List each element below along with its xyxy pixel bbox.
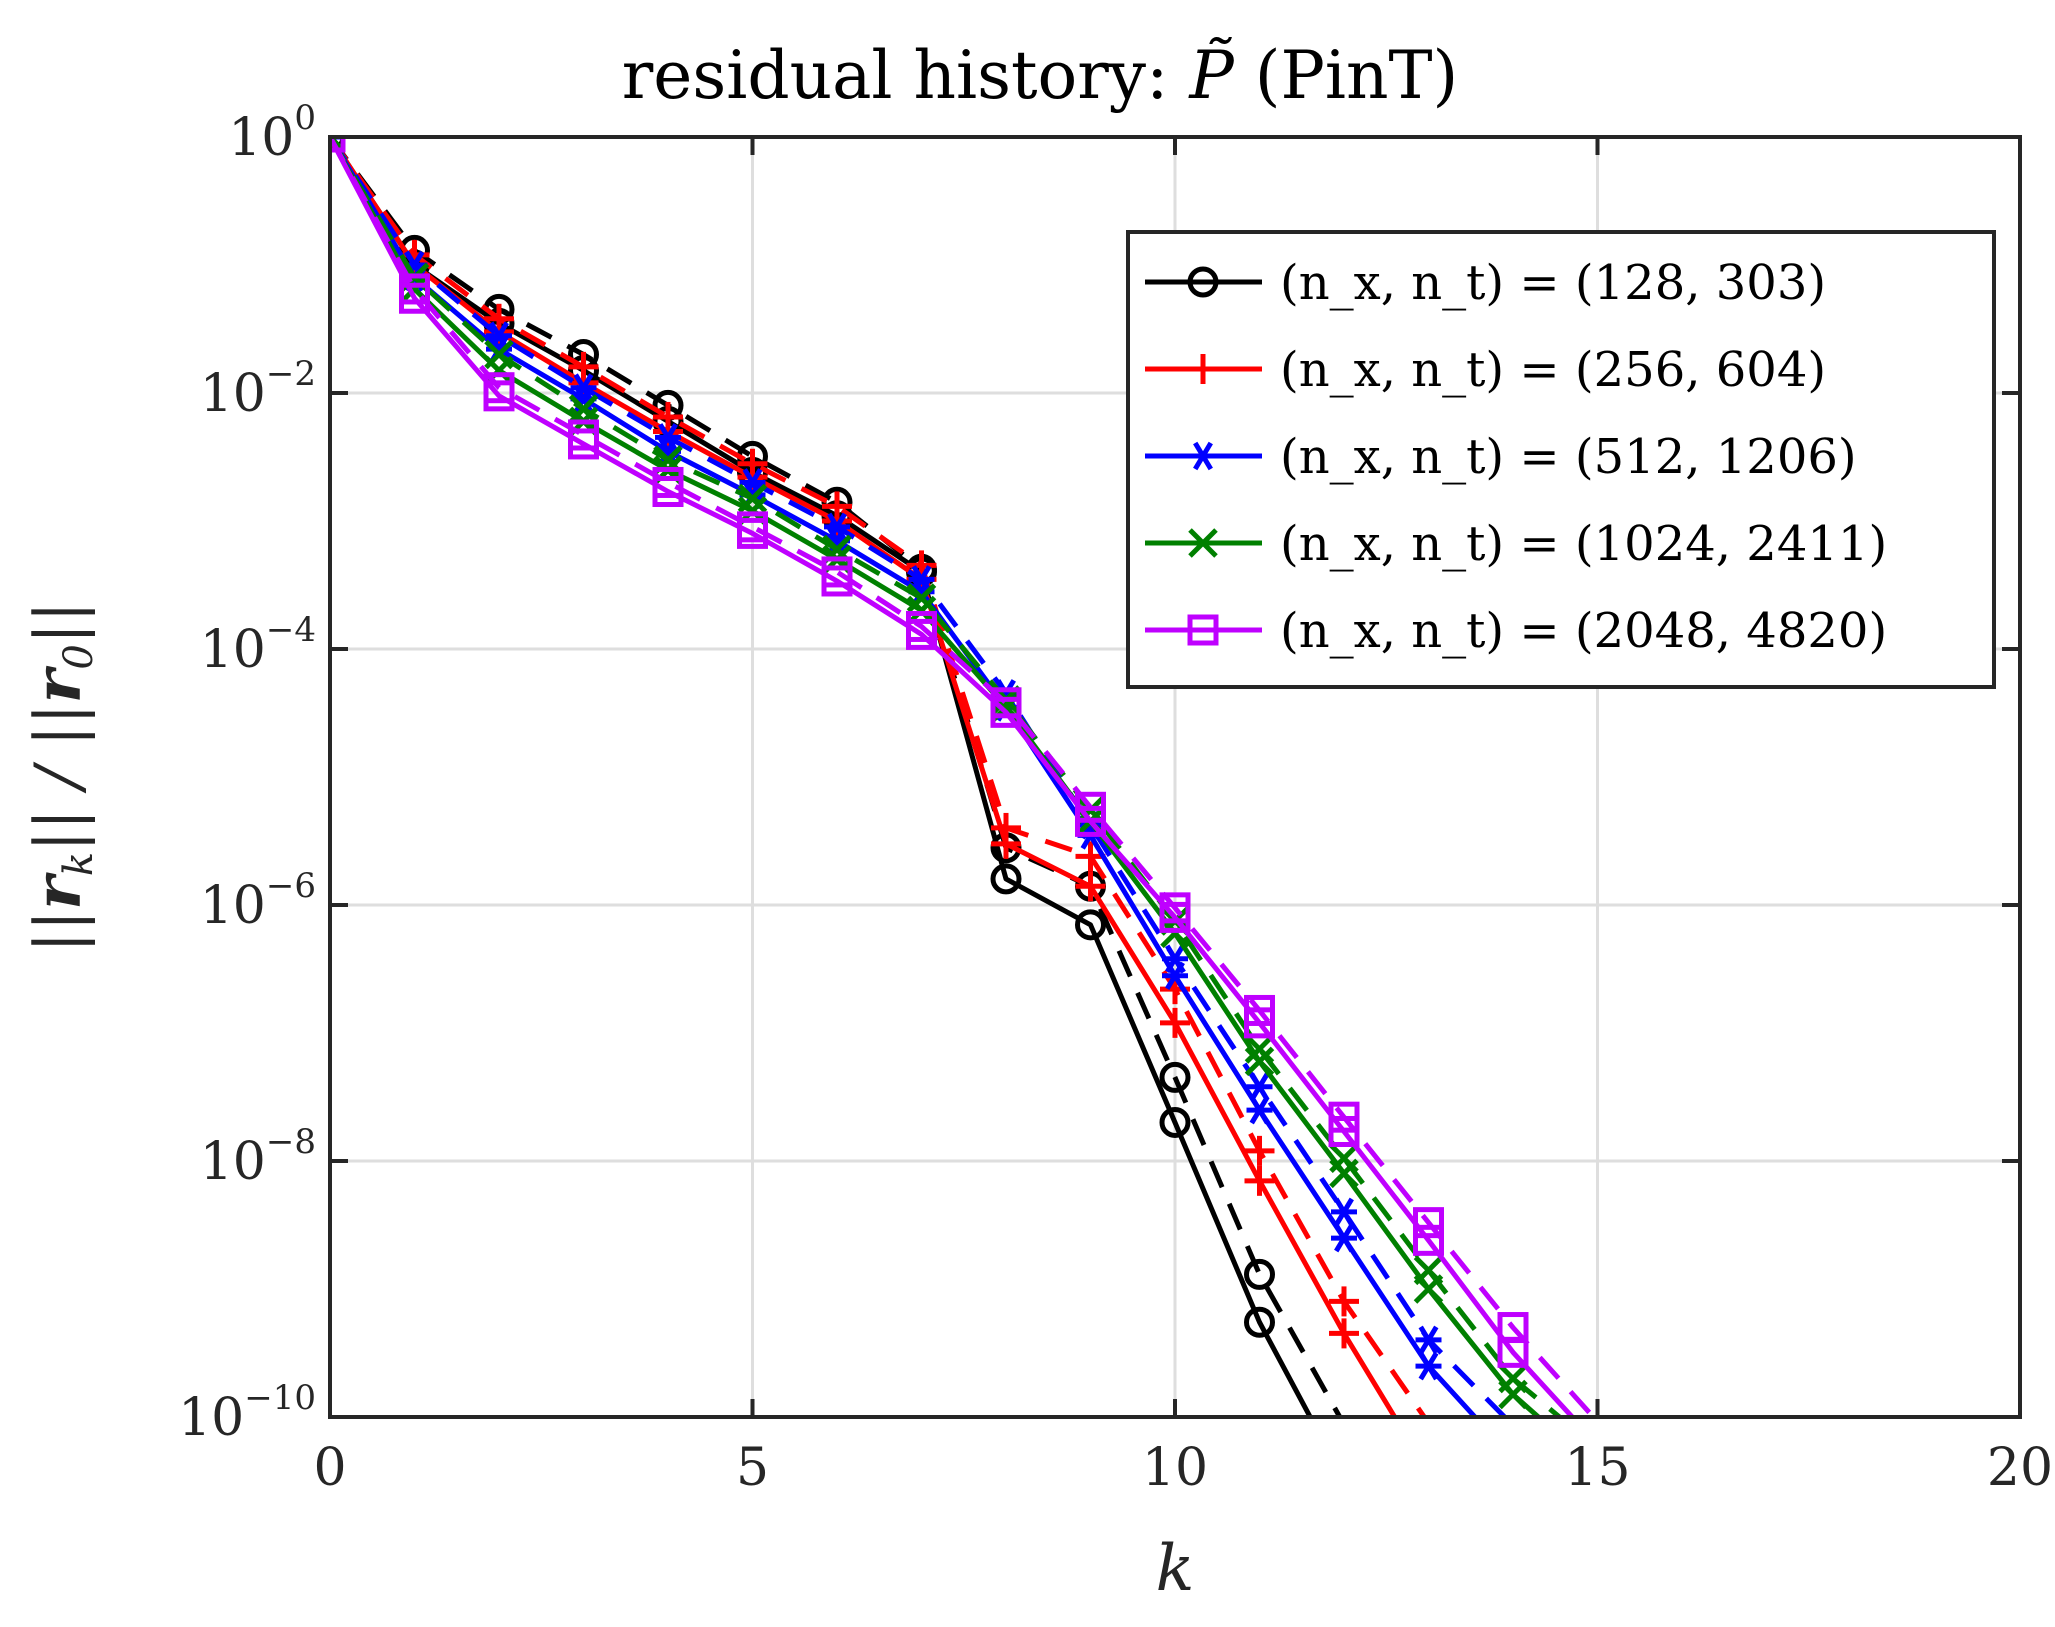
series-2-solid-point [1246,1095,1273,1125]
legend-entry: (n_x, n_t) = (1024, 2411) [1145,516,1887,572]
series-0-dashed-point [1159,1061,1191,1093]
svg-text:||rk|| / ||r0||: ||rk|| / ||r0|| [21,601,102,953]
series-3-solid-point [1244,1046,1275,1077]
y-axis-title: ||rk|| / ||r0|| [21,601,102,953]
series-3-solid-point [1413,1274,1444,1304]
legend-label: (n_x, n_t) = (2048, 4820) [1280,603,1887,659]
series-1-solid-point [1160,1007,1190,1038]
series-0-solid-point [1244,1306,1275,1338]
series-2-dashed-point [1415,1325,1442,1355]
legend: (n_x, n_t) = (128, 303) (n_x, n_t) = (256… [1126,230,1996,689]
y-tick-labels: 100 10−2 10−4 10−6 10−8 10−10 [178,98,316,1448]
series-2-solid-point [1162,961,1188,991]
series-1-solid-line [330,137,1397,1417]
series-2-solid-point [1331,1223,1357,1253]
y-tick-label: 10−8 [200,1122,316,1192]
series-4-solid-point [1244,1007,1275,1039]
legend-label: (n_x, n_t) = (512, 1206) [1280,429,1857,485]
series-1-dashed-point [1244,1135,1275,1166]
series-3-solid-line [330,137,1541,1417]
chart-title: residual history: P̃ (PinT) [622,37,1459,114]
legend-marker [1190,441,1216,471]
series-3-dashed-line [330,137,1562,1417]
series-4-solid-point [737,517,768,549]
series-4 [330,137,1596,1417]
legend-entry: (n_x, n_t) = (128, 303) [1145,255,1826,311]
legend-marker [1187,266,1219,298]
y-tick-label: 10−10 [178,1378,316,1448]
series-4-solid-point [399,282,430,314]
x-tick-label: 20 [1987,1438,2053,1498]
y-tick-label: 10−4 [200,610,316,680]
series-1-dashed-point [1329,1286,1359,1317]
legend-marker [1187,614,1219,646]
x-tick-label: 10 [1142,1438,1208,1498]
legend-marker [1188,354,1218,384]
y-tick-label: 100 [228,98,316,168]
y-tick-label: 10−6 [200,866,316,936]
legend-entry: (n_x, n_t) = (256, 604) [1145,342,1826,398]
series-2-dashed-point [1331,1197,1357,1227]
series-4-dashed-line [330,137,1596,1417]
x-tick-label: 15 [1564,1438,1630,1498]
legend-label: (n_x, n_t) = (1024, 2411) [1280,516,1887,572]
series-0-solid-point [990,863,1022,895]
series-4-solid-point [990,696,1022,728]
legend-entry: (n_x, n_t) = (2048, 4820) [1145,603,1887,659]
series-0-solid-point [1159,1106,1191,1138]
legend-entry: (n_x, n_t) = (512, 1206) [1145,429,1857,485]
series-3-solid-point [330,137,345,152]
legend-label: (n_x, n_t) = (256, 604) [1280,342,1826,398]
series-4-solid-point [1159,901,1191,933]
series-1-solid-point [1075,871,1106,902]
series-2-dashed-point [1246,1072,1273,1102]
series-1-solid-point [1244,1165,1275,1196]
series-4-solid-line [330,137,1575,1417]
series-layer [330,137,1596,1417]
series-1-solid-point [991,828,1021,859]
x-axis-title: k [1156,1532,1195,1606]
y-tick-label: 10−2 [200,354,316,424]
legend-label: (n_x, n_t) = (128, 303) [1280,255,1826,311]
series-3-dashed-point [1244,1034,1275,1064]
legend-box [1126,230,1996,689]
series-4-solid-point [1413,1224,1444,1256]
x-tick-label: 5 [736,1438,769,1498]
series-3-solid-point [1329,1158,1359,1189]
series-4-solid-point [568,428,599,460]
series-4-solid-point [652,476,684,508]
legend-marker [1188,528,1218,558]
series-4-solid-point [1497,1336,1529,1368]
series-4-solid-point [906,618,937,650]
series-4-solid-point [821,565,853,597]
series-4-solid-point [483,380,515,412]
series-3-solid-point [1498,1379,1528,1410]
series-4-solid-point [1328,1116,1360,1148]
series-2-solid-point [1415,1351,1442,1381]
series-1-solid-point [1329,1318,1359,1349]
axis-ticks [328,135,2022,1419]
series-0-solid-point [1075,909,1106,941]
x-tick-label: 0 [313,1438,346,1498]
series-4-solid-point [1075,805,1106,837]
x-tick-labels: 0 5 10 15 20 [313,1438,2053,1498]
series-0-dashed-point [1244,1258,1275,1290]
